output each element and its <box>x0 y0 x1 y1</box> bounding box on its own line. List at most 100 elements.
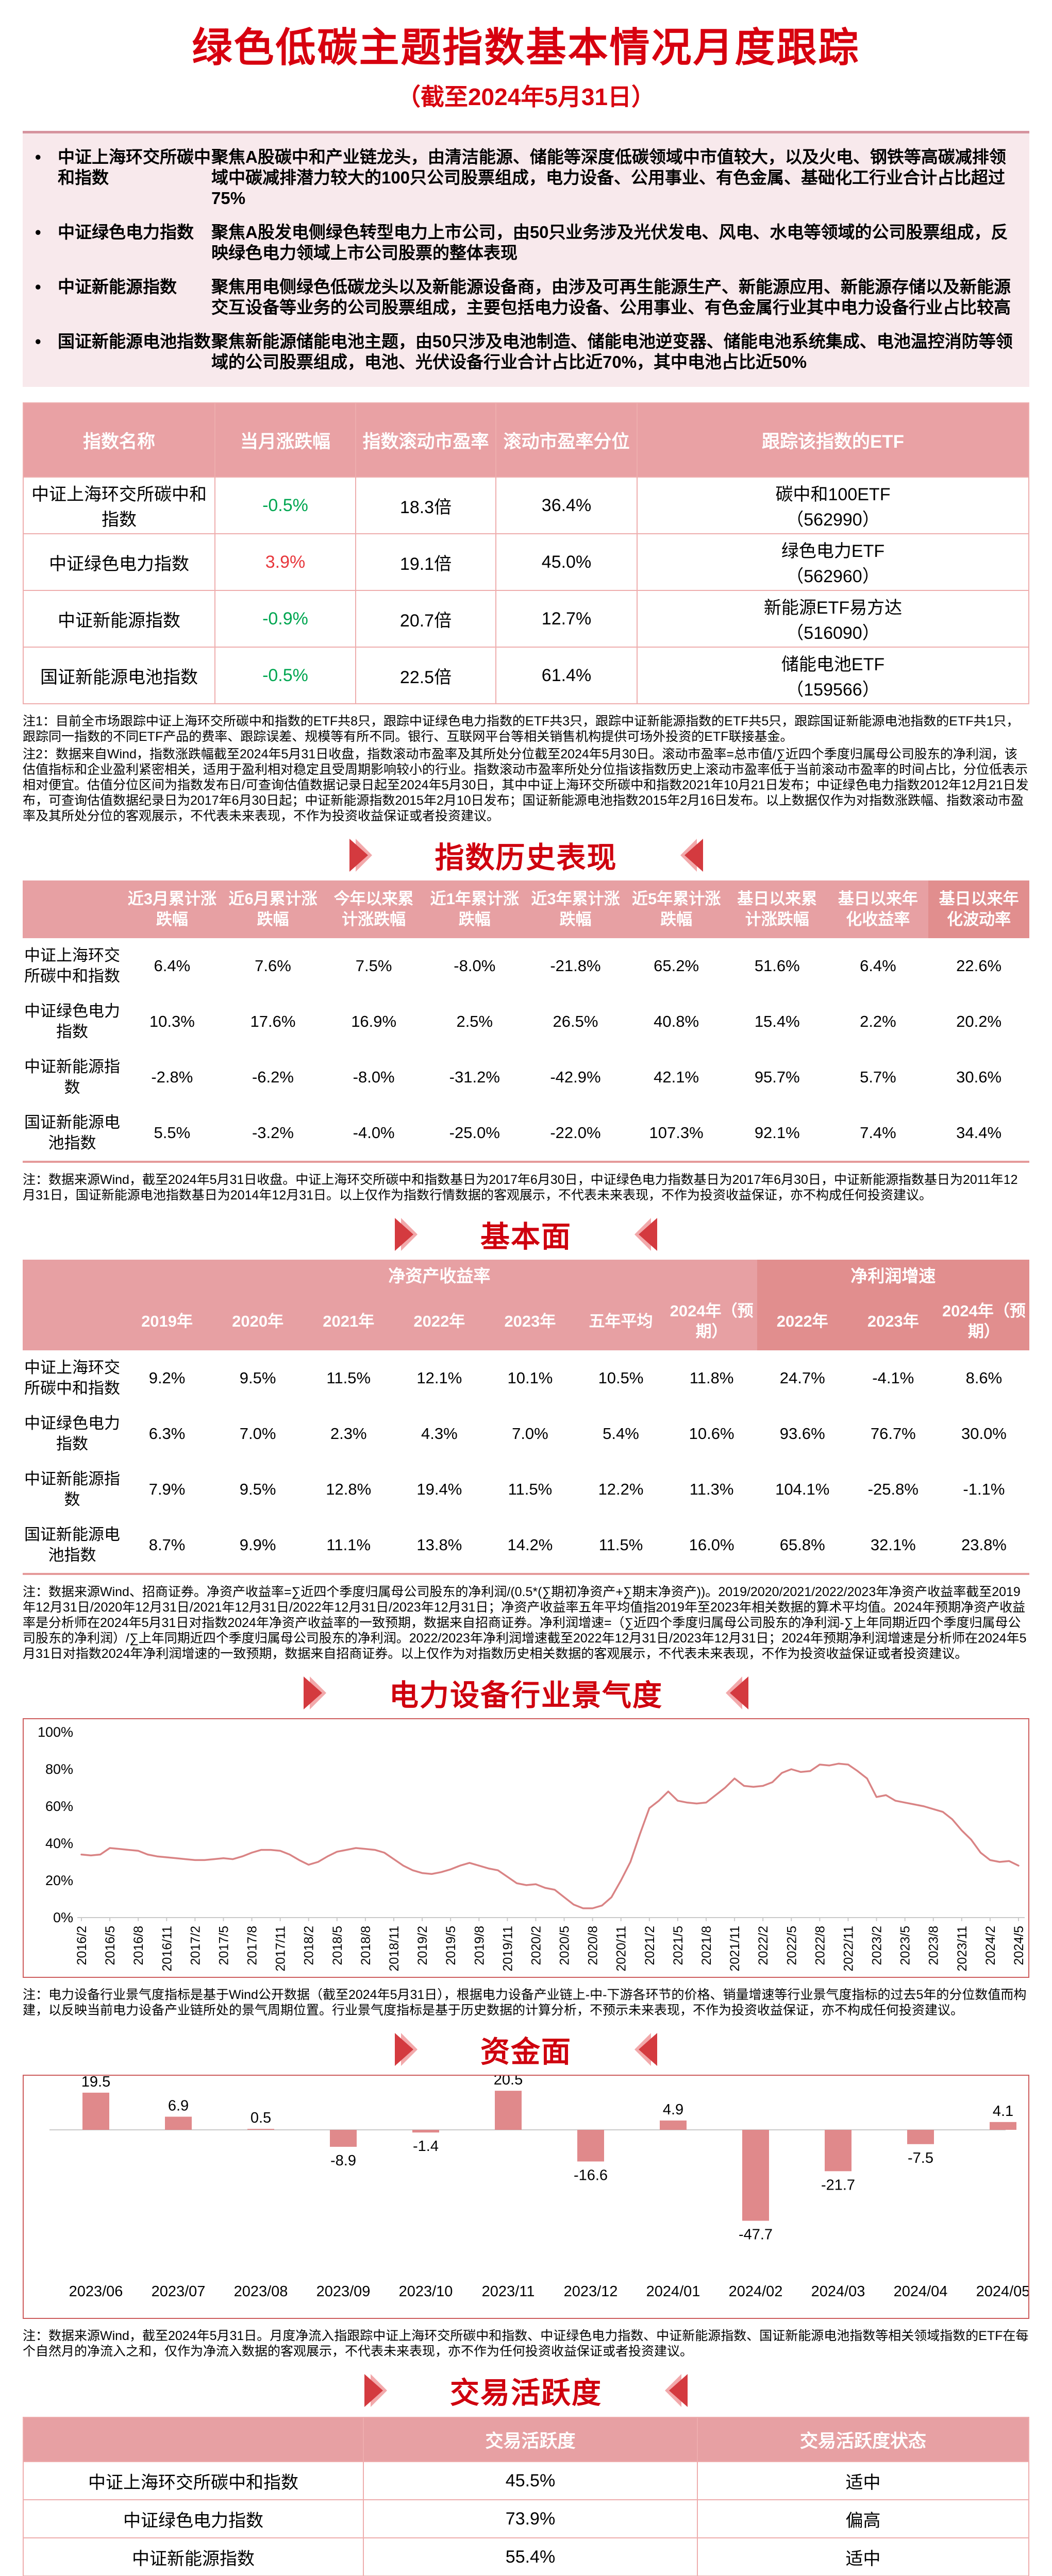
x-tick-label: 2018/11 <box>387 1926 402 1972</box>
value-cell: -25.8% <box>847 1462 939 1517</box>
etf-name: 储能电池ETF <box>781 655 885 674</box>
flow-bar <box>330 2130 357 2147</box>
y-tick-label: 0% <box>53 1910 73 1925</box>
value-cell: 30.6% <box>928 1049 1029 1105</box>
value-cell: 7.5% <box>323 938 424 994</box>
boom-index-line <box>80 1762 1020 1909</box>
value-cell: 7.0% <box>212 1406 304 1462</box>
x-tick-label: 2023/5 <box>898 1926 913 1965</box>
value-cell: 19.4% <box>394 1462 485 1517</box>
value-cell: 24.7% <box>757 1350 848 1406</box>
value-cell: 6.4% <box>827 938 929 994</box>
pe-percentile-cell: 61.4% <box>495 647 638 704</box>
value-cell: 11.3% <box>666 1462 757 1517</box>
value-cell: 2.2% <box>827 994 929 1049</box>
bar-value-label: 6.9 <box>168 2097 189 2114</box>
etf-cell: 碳中和100ETF （562990） <box>637 477 1029 534</box>
value-cell: 10.5% <box>575 1350 666 1406</box>
intro-item: • 中证上海环交所碳中和指数 聚焦A股碳中和产业链龙头，由清洁能源、储能等深度低碳领… <box>35 147 1014 209</box>
value-cell: 9.9% <box>212 1517 304 1574</box>
x-tick-label: 2022/8 <box>813 1926 827 1965</box>
value-cell: 26.5% <box>525 994 626 1049</box>
value-cell: 65.2% <box>626 938 727 994</box>
monthly-change-cell: -0.5% <box>214 477 356 534</box>
table-row: 中证新能源指数 -2.8% -6.2% -8.0% -31.2% -42.9% 42.1% 9… <box>23 1049 1029 1105</box>
bar-value-label: 4.1 <box>993 2103 1013 2120</box>
table-row: 中证上海环交所碳中和指数 9.2% 9.5% 11.5% 12.1% 10.1% 10.5%… <box>23 1350 1029 1406</box>
column-header: 基日以来年化收益率 <box>827 880 929 938</box>
x-tick-label: 2021/5 <box>671 1926 686 1965</box>
table-header-row: 交易活跃度 交易活跃度状态 <box>23 2417 1029 2462</box>
page-subtitle: （截至2024年5月31日） <box>396 83 656 110</box>
column-header: 交易活跃度状态 <box>697 2417 1029 2462</box>
value-cell: 107.3% <box>626 1105 727 1162</box>
etf-code: （516090） <box>786 623 880 643</box>
x-tick-label: 2024/2 <box>983 1926 998 1965</box>
value-cell: -4.1% <box>847 1350 939 1406</box>
value-cell: 20.2% <box>928 994 1029 1049</box>
fundamentals-table: 净资产收益率 净利润增速 2019年 2020年 2021年 2022年 2023年 五年平… <box>23 1260 1029 1575</box>
index-name-cell: 中证绿色电力指数 <box>23 1406 122 1462</box>
pe-cell: 20.7倍 <box>355 590 496 648</box>
column-header: 滚动市盈率分位 <box>495 402 638 478</box>
section-title: 基本面 <box>480 1221 572 1253</box>
value-cell: 5.7% <box>827 1049 929 1105</box>
value-cell: 11.5% <box>575 1517 666 1574</box>
value-cell: 76.7% <box>847 1406 939 1462</box>
pe-percentile-cell: 36.4% <box>495 477 638 534</box>
activity-value-cell: 45.5% <box>363 2461 698 2500</box>
column-header: 近6月累计涨跌幅 <box>222 880 324 938</box>
x-tick-label: 2020/5 <box>558 1926 572 1965</box>
pe-percentile-cell: 12.7% <box>495 590 638 648</box>
column-header: 近3月累计涨跌幅 <box>122 880 223 938</box>
corner-header <box>23 1260 122 1293</box>
value-cell: 16.9% <box>323 994 424 1049</box>
index-description: 聚焦A股碳中和产业链龙头，由清洁能源、储能等深度低碳领域中市值较大，以及火电、钢… <box>211 147 1006 208</box>
etf-code: （562960） <box>786 567 880 586</box>
table-header-row: 近3月累计涨跌幅 近6月累计涨跌幅 今年以来累计涨跌幅 近1年累计涨跌幅 近3年累计涨跌… <box>23 880 1029 938</box>
value-cell: -4.0% <box>323 1105 424 1162</box>
monthly-change-cell: -0.5% <box>214 647 356 704</box>
value-cell: 7.6% <box>222 938 324 994</box>
value-cell: 92.1% <box>726 1105 828 1162</box>
group-header: 净资产收益率 <box>122 1260 757 1293</box>
arrow-right-icon <box>395 1218 419 1251</box>
value-cell: -1.1% <box>938 1462 1029 1517</box>
etf-name: 新能源ETF易方达 <box>763 598 903 618</box>
flow-bar <box>495 2091 522 2130</box>
value-cell: 8.6% <box>938 1350 1029 1406</box>
x-tick-label: 2021/8 <box>699 1926 714 1965</box>
y-tick-label: 80% <box>45 1761 73 1777</box>
x-tick-label: 2020/11 <box>614 1926 629 1972</box>
flow-bar <box>577 2130 604 2162</box>
y-tick-label: 100% <box>38 1724 73 1740</box>
value-cell: -25.0% <box>424 1105 525 1162</box>
value-cell: 15.4% <box>726 994 828 1049</box>
value-cell: 11.8% <box>666 1350 757 1406</box>
y-tick-label: 40% <box>45 1836 73 1851</box>
index-name-cell: 中证绿色电力指数 <box>23 994 122 1049</box>
activity-status-cell: 适中 <box>697 2461 1029 2500</box>
index-name-cell: 国证新能源电池指数 <box>23 647 215 704</box>
index-term: 中证新能源指数 <box>58 277 177 296</box>
arrow-left-icon <box>679 839 703 872</box>
value-cell: 12.8% <box>303 1462 394 1517</box>
value-cell: 6.3% <box>122 1406 213 1462</box>
table-row: 中证绿色电力指数 3.9% 19.1倍 45.0% 绿色电力ETF （562960） <box>23 533 1029 591</box>
x-tick-label: 2024/04 <box>894 2283 948 2300</box>
value-cell: 7.0% <box>485 1406 576 1462</box>
flow-bar <box>990 2122 1016 2130</box>
value-cell: 6.4% <box>122 938 223 994</box>
activity-status-cell: 偏高 <box>697 2499 1029 2538</box>
pe-cell: 18.3倍 <box>355 477 496 534</box>
value-cell: 14.2% <box>485 1517 576 1574</box>
index-name-cell: 中证绿色电力指数 <box>23 2499 364 2538</box>
index-name-cell: 中证绿色电力指数 <box>23 533 215 591</box>
index-name-cell: 国证新能源电池指数 <box>23 1517 122 1574</box>
value-cell: 9.5% <box>212 1462 304 1517</box>
index-name-cell: 中证上海环交所碳中和指数 <box>23 2461 364 2500</box>
value-cell: 10.3% <box>122 994 223 1049</box>
value-cell: 65.8% <box>757 1517 848 1574</box>
column-header: 近3年累计涨跌幅 <box>525 880 626 938</box>
x-tick-label: 2023/11 <box>955 1926 970 1972</box>
